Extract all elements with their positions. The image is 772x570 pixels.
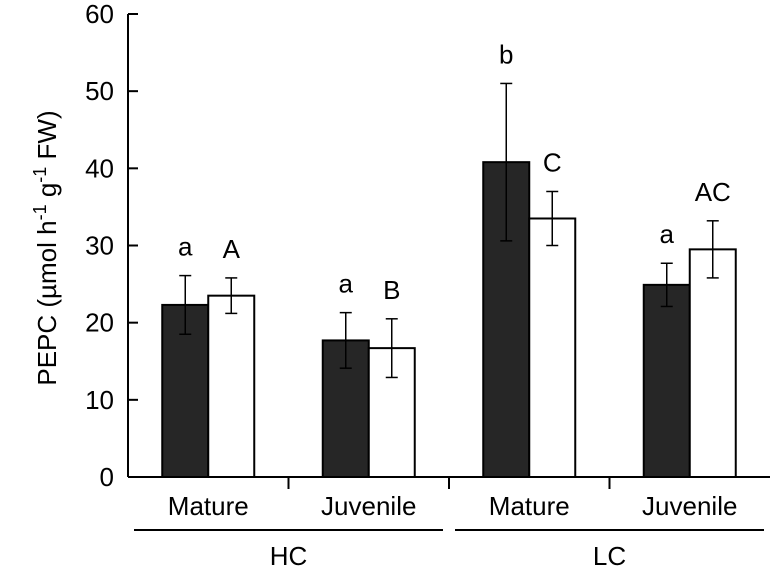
significance-label: AC [695, 177, 731, 207]
x-tick-label: Mature [489, 491, 570, 521]
bar [528, 217, 577, 478]
group-label: LC [593, 541, 626, 570]
bar [207, 294, 256, 478]
significance-label: a [178, 232, 193, 262]
y-tick-label: 20 [85, 308, 114, 338]
y-tick-label: 10 [85, 385, 114, 415]
bar [688, 248, 737, 478]
x-tick-label: Mature [168, 491, 249, 521]
group-label: HC [270, 541, 308, 570]
y-axis-label: PEPC (µmol h-1 g-1 FW) [30, 110, 62, 385]
x-tick-label: Juvenile [321, 491, 416, 521]
y-tick-label: 50 [85, 76, 114, 106]
y-tick-label: 30 [85, 231, 114, 261]
x-tick-label: Juvenile [642, 491, 737, 521]
y-tick-label: 40 [85, 153, 114, 183]
significance-label: a [339, 269, 354, 299]
significance-label: a [660, 219, 675, 249]
significance-label: b [499, 39, 513, 69]
y-tick-label: 60 [85, 0, 114, 29]
bar [642, 283, 691, 479]
significance-label: A [223, 234, 241, 264]
y-tick-label: 0 [100, 462, 114, 492]
significance-label: B [383, 275, 400, 305]
significance-label: C [543, 147, 562, 177]
